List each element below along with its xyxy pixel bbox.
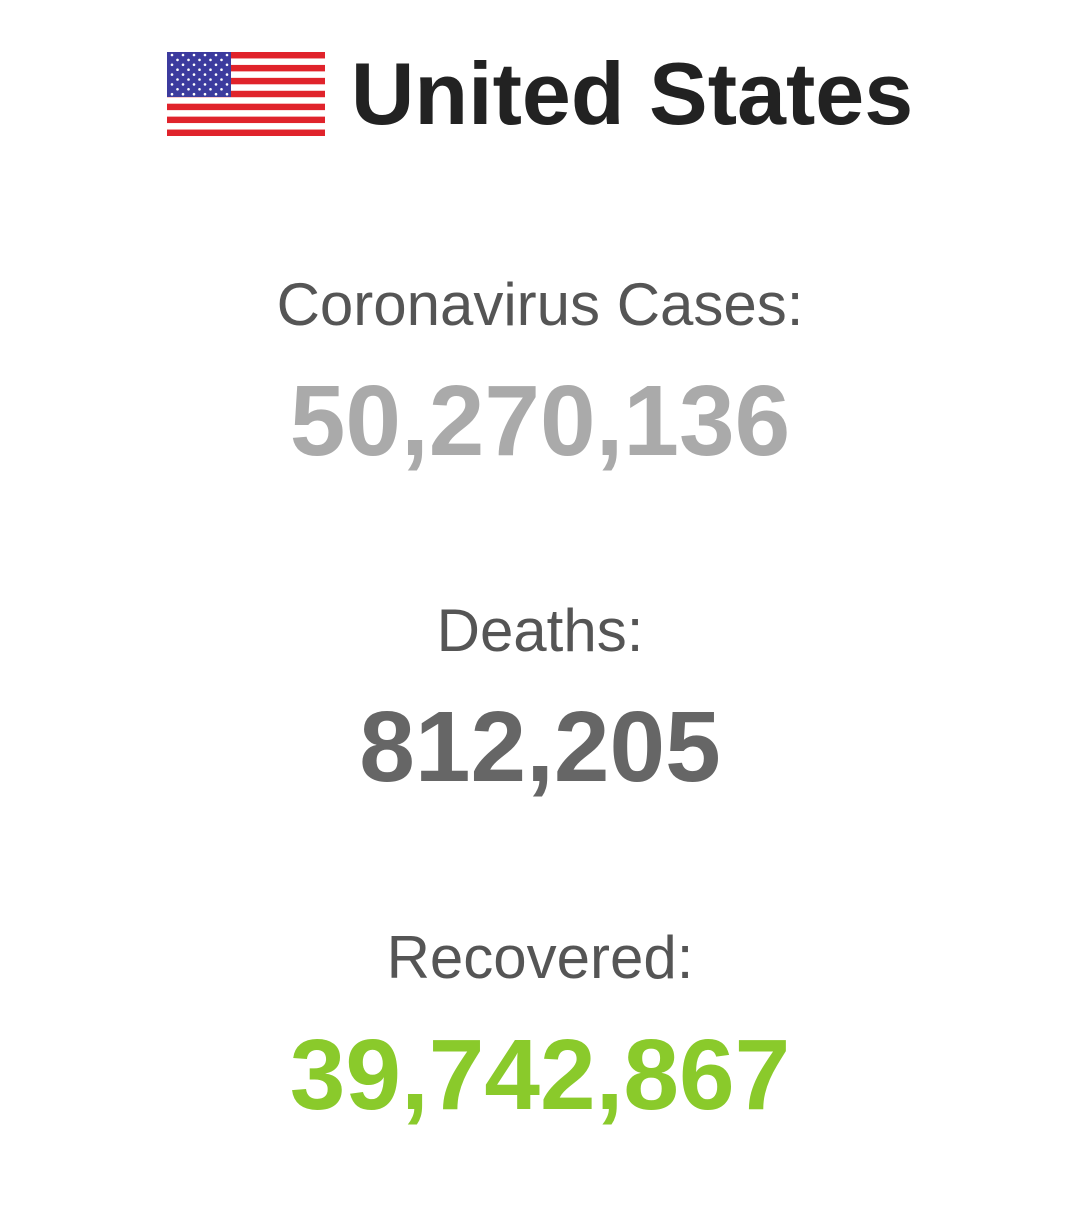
recovered-label: Recovered:: [386, 924, 694, 991]
deaths-label: Deaths:: [436, 597, 644, 664]
deaths-count: 812,205: [359, 691, 721, 803]
country-header: United States: [0, 48, 1080, 140]
recovered-count: 39,742,867: [289, 1019, 791, 1131]
country-title: United States: [350, 44, 914, 143]
us-flag-icon: [166, 52, 325, 136]
cases-count: 50,270,136: [289, 365, 791, 477]
cases-label: Coronavirus Cases:: [276, 271, 804, 338]
